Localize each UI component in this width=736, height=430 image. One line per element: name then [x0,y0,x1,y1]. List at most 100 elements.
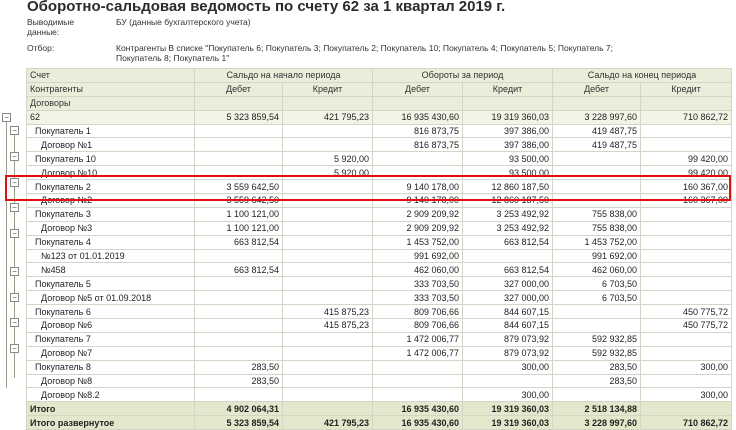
cell-td: 16 935 430,60 [372,109,463,125]
cell-od: 283,50 [194,373,283,389]
contract-row[interactable]: №458 663 812,54 462 060,00 663 812,54 462 06… [26,262,733,278]
contract-row[interactable]: Договор №7 1 472 006,77 879 073,92 592 932,… [26,345,733,361]
collapse-icon[interactable]: − [10,318,19,327]
cell-cd: 1 453 752,00 [552,234,642,250]
row-name: Договор №6 [26,318,195,333]
cell-td [372,151,463,167]
contractor-row[interactable]: Покупатель 1 816 873,75 397 386,00 419 487,… [26,123,733,139]
cell-oc [282,220,373,236]
total-rows: Итого 4 902 064,31 16 935 430,60 19 319 360… [26,401,733,430]
cell-oc [282,206,373,222]
cell-td: 1 453 752,00 [372,234,463,250]
cell-oc [282,123,373,139]
cell-tc: 327 000,00 [461,290,554,306]
grouping-tree: − − − − − − − − − − [2,0,26,412]
cell-cc: 450 775,72 [640,318,733,333]
cell-cd [552,304,642,320]
cell-od: 663 812,54 [194,262,283,278]
cell-od [194,276,283,292]
collapse-icon[interactable]: − [10,267,19,276]
contract-row[interactable]: Договор №6 415 875,23 809 706,66 844 607,15… [26,318,733,333]
contract-row[interactable]: Договор №5 от 01.09.2018 333 703,50 327 00… [26,290,733,306]
total-cd: 2 518 134,88 [552,401,642,417]
cell-oc: 415 875,23 [282,318,373,333]
cell-cd: 755 838,00 [552,206,642,222]
contract-row[interactable]: Договор №1 816 873,75 397 386,00 419 487,75 [26,137,733,153]
cell-td: 2 909 209,92 [372,206,463,222]
contractor-row[interactable]: Покупатель 4 663 812,54 1 453 752,00 663 81… [26,234,733,250]
collapse-icon[interactable]: − [10,178,19,187]
cell-cc [640,331,733,347]
row-name: Договор №8 [26,373,195,389]
cell-cd: 592 932,85 [552,331,642,347]
cell-od: 5 323 859,54 [194,109,283,125]
contractor-row[interactable]: Покупатель 5 333 703,50 327 000,00 6 703,50 [26,276,733,292]
turnover-balance-table: Счет Сальдо на начало периода Обороты за… [26,68,733,430]
row-name: Покупатель 1 [26,123,195,139]
cell-od [194,387,283,403]
cell-tc: 300,00 [461,359,554,375]
cell-oc [282,359,373,375]
collapse-icon[interactable]: − [10,229,19,238]
cell-cd: 283,50 [552,373,642,389]
cell-cc: 450 775,72 [640,304,733,320]
cell-tc: 3 253 492,92 [461,206,554,222]
contract-row[interactable]: Договор №8 283,50 283,50 [26,373,733,389]
cell-td: 816 873,75 [372,137,463,153]
output-data-label: Выводимые данные: [27,17,75,37]
cell-oc [282,387,373,403]
cell-cd: 283,50 [552,359,642,375]
cell-cc [640,234,733,250]
total-od: 4 902 064,31 [194,401,283,417]
row-name: Договор №8.2 [26,387,195,403]
cell-od: 1 100 121,00 [194,206,283,222]
cell-od: 663 812,54 [194,234,283,250]
contractor-row[interactable]: Покупатель 6 415 875,23 809 706,66 844 607,… [26,304,733,320]
cell-cc [640,373,733,389]
header-credit: Кредит [282,81,373,97]
row-name: Покупатель 5 [26,276,195,292]
cell-od [194,248,283,264]
row-name: №458 [26,262,195,278]
cell-cd: 419 487,75 [552,137,642,153]
contractor-row[interactable]: Покупатель 8 283,50 300,00 283,50 300,00 [26,359,733,375]
header-row-1: Счет Сальдо на начало периода Обороты за… [26,68,733,83]
cell-tc [461,373,554,389]
contractor-row[interactable]: Покупатель 10 5 920,00 93 500,00 99 420,00 [26,151,733,167]
collapse-icon[interactable]: − [10,152,19,161]
total-od: 5 323 859,54 [194,415,283,430]
row-name: Покупатель 7 [26,331,195,347]
row-name: Договор №5 от 01.09.2018 [26,290,195,306]
contractor-row[interactable]: Покупатель 7 1 472 006,77 879 073,92 592 93… [26,331,733,347]
collapse-icon[interactable]: − [10,126,19,135]
cell-cc [640,248,733,264]
header-debit: Дебет [372,81,463,97]
row-name: Договор №3 [26,220,195,236]
header-debit: Дебет [552,81,642,97]
cell-od [194,137,283,153]
collapse-icon[interactable]: − [10,203,19,212]
cell-od: 283,50 [194,359,283,375]
row-name: 62 [26,109,195,125]
collapse-icon[interactable]: − [2,113,11,122]
cell-td [372,387,463,403]
filter-label: Отбор: [27,43,55,53]
contract-row[interactable]: Договор №8.2 300,00 300,00 [26,387,733,403]
cell-od [194,304,283,320]
cell-td: 333 703,50 [372,276,463,292]
header-row-2: Контрагенты Дебет Кредит Дебет Кредит Де… [26,81,733,97]
contract-row[interactable]: Договор №3 1 100 121,00 2 909 209,92 3 253 … [26,220,733,236]
contract-row[interactable]: №123 от 01.01.2019 991 692,00 991 692,00 [26,248,733,264]
header-opening-balance: Сальдо на начало периода [194,68,373,83]
cell-cd: 755 838,00 [552,220,642,236]
header-closing-balance: Сальдо на конец периода [552,68,733,83]
account-row[interactable]: 62 5 323 859,54 421 795,23 16 935 430,60 19 … [26,109,733,125]
cell-td: 1 472 006,77 [372,345,463,361]
cell-oc: 415 875,23 [282,304,373,320]
cell-oc [282,331,373,347]
collapse-icon[interactable]: − [10,293,19,302]
collapse-icon[interactable]: − [10,344,19,353]
cell-tc: 300,00 [461,387,554,403]
